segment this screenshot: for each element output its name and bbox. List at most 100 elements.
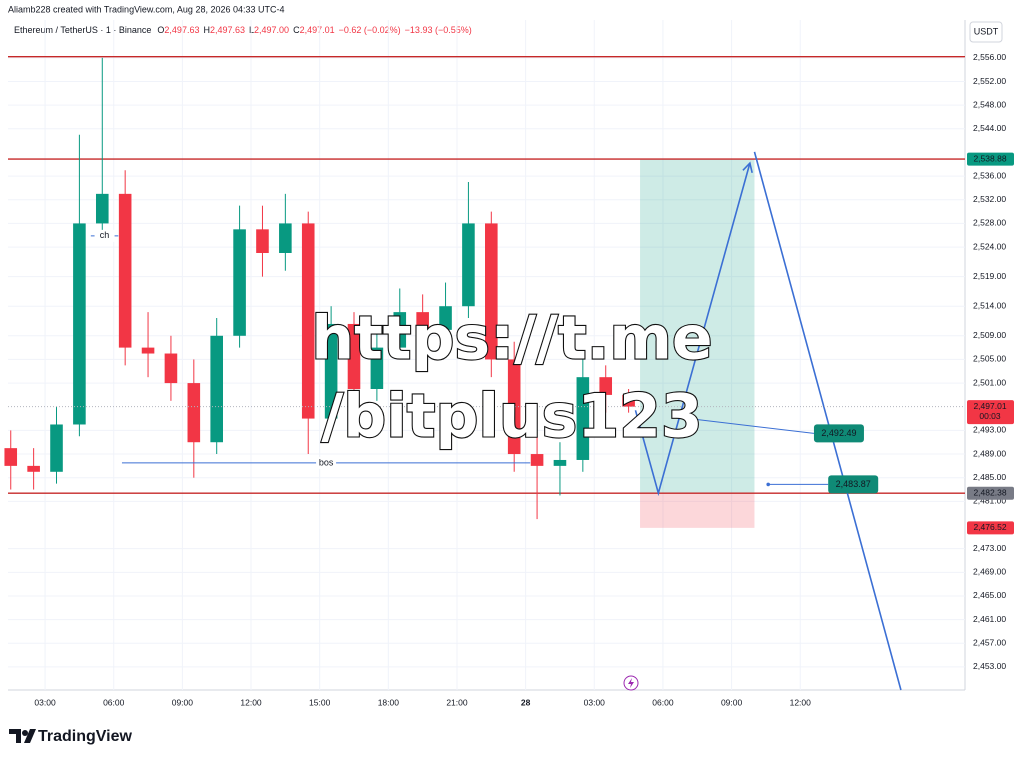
logo-text: TradingView xyxy=(38,728,133,745)
currency-box xyxy=(969,21,1003,43)
stop-zone xyxy=(640,493,755,528)
y-tick-label: 2,453.00 xyxy=(973,661,1006,671)
y-tick-label: 2,485.00 xyxy=(973,472,1006,482)
callout-dot xyxy=(766,482,770,487)
y-tick-label: 2,469.00 xyxy=(973,567,1006,577)
candle-body xyxy=(95,193,109,224)
logo-dot xyxy=(22,730,28,736)
candle-body xyxy=(622,394,635,407)
currency: USDT xyxy=(974,26,999,36)
y-tick-label: 2,524.00 xyxy=(973,241,1006,251)
y-tick-label: 2,493.00 xyxy=(973,425,1006,435)
callout-badge xyxy=(813,424,864,443)
note-bg xyxy=(94,229,115,242)
event-icon-bolt xyxy=(628,678,634,688)
legend-key: O xyxy=(157,25,164,35)
y-tick-label: 2,532.00 xyxy=(973,194,1006,204)
x-tick-label: 12:00 xyxy=(240,697,262,707)
legend-change: −13.93 (−0.55%) xyxy=(405,25,472,35)
plot: bos ch 2,492.49 2,483.87 xyxy=(4,20,965,691)
y-tick-label: 2,528.00 xyxy=(973,218,1006,228)
y-tick-label: 2,461.00 xyxy=(973,614,1006,624)
price-badge xyxy=(967,486,1014,500)
y-tick-label: 2,548.00 xyxy=(973,99,1006,109)
candle-body xyxy=(279,223,292,253)
x-tick-label: 15:00 xyxy=(309,697,331,707)
y-tick-label: 2,514.00 xyxy=(973,300,1006,310)
x-tick-label: 18:00 xyxy=(378,697,400,707)
candle-body xyxy=(210,335,223,443)
candle-body xyxy=(485,223,498,360)
candle-body xyxy=(118,193,132,348)
candle-body xyxy=(4,448,18,466)
candle-body xyxy=(164,353,178,384)
candle-body xyxy=(416,312,429,330)
candle-body xyxy=(301,223,315,419)
candle-body xyxy=(347,323,361,390)
legend-key: H xyxy=(203,25,210,35)
logo-mark xyxy=(9,729,36,743)
candle-body xyxy=(27,465,40,472)
y-tick-label: 2,465.00 xyxy=(973,590,1006,600)
projection-line xyxy=(753,151,902,691)
x-tick-label: 09:00 xyxy=(721,697,743,707)
candle-body xyxy=(462,223,475,307)
candle-body xyxy=(553,459,567,466)
price-badge-label: 2,497.01 xyxy=(973,401,1006,411)
legend-key: C xyxy=(293,25,300,35)
y-tick-label: 2,457.00 xyxy=(973,638,1006,648)
y-tick-label: 2,556.00 xyxy=(973,52,1006,62)
callout-label: 2,483.87 xyxy=(836,479,871,489)
candle-body xyxy=(324,323,338,419)
candle-body xyxy=(187,383,201,443)
watermark: /bitplus123 xyxy=(321,382,702,452)
candle-body xyxy=(599,377,613,395)
y-tick-label: 2,519.00 xyxy=(973,271,1006,281)
y-tick-label: 2,544.00 xyxy=(973,123,1006,133)
candle-body xyxy=(256,229,269,253)
callout-badge xyxy=(828,475,879,494)
legend-value: 2,497.01 xyxy=(300,25,335,35)
price-badge-label: 2,482.38 xyxy=(973,487,1006,497)
candle-body xyxy=(393,312,407,348)
arrow-head xyxy=(742,161,753,174)
candle-body xyxy=(439,306,452,330)
y-tick-label: 2,509.00 xyxy=(973,330,1006,340)
y-tick-label: 2,501.00 xyxy=(973,377,1006,387)
y-tick-label: 2,473.00 xyxy=(973,543,1006,553)
y-tick-label: 2,552.00 xyxy=(973,76,1006,86)
y-tick-label: 2,505.00 xyxy=(973,354,1006,364)
price-badge-label: 2,476.52 xyxy=(973,522,1006,532)
note-bg xyxy=(316,456,337,469)
y-tick-label: 2,536.00 xyxy=(973,170,1006,180)
note-label: bos xyxy=(319,457,334,467)
callout-label: 2,492.49 xyxy=(821,428,856,438)
candle-body xyxy=(233,229,246,336)
x-tick-label: 28 xyxy=(521,697,531,707)
projection-line xyxy=(634,162,751,497)
price-badge xyxy=(967,521,1014,535)
logo: TradingView xyxy=(9,728,133,745)
y-tick-label: 2,481.00 xyxy=(973,496,1006,506)
candle-body xyxy=(530,454,544,466)
candle-body xyxy=(50,424,63,472)
callout-line xyxy=(678,416,815,434)
note-label: ch xyxy=(100,230,110,240)
candle-body xyxy=(576,377,590,460)
price-badge xyxy=(967,400,1014,425)
x-tick-label: 06:00 xyxy=(652,697,674,707)
price-badge xyxy=(967,152,1014,166)
candle-body xyxy=(507,359,521,455)
header: Aliamb228 created with TradingView.com, … xyxy=(8,4,285,14)
legend-value: 2,497.63 xyxy=(210,25,245,35)
x-tick-label: 12:00 xyxy=(790,697,812,707)
x-tick-label: 06:00 xyxy=(103,697,125,707)
legend-value: 2,497.00 xyxy=(254,25,289,35)
candle-body xyxy=(141,347,155,354)
candle-body xyxy=(73,223,86,425)
x-tick-label: 21:00 xyxy=(446,697,468,707)
y-tick-label: 2,489.00 xyxy=(973,448,1006,458)
price-badge-label: 2,538.88 xyxy=(973,153,1006,163)
legend-change: −0.62 (−0.02%) xyxy=(339,25,401,35)
